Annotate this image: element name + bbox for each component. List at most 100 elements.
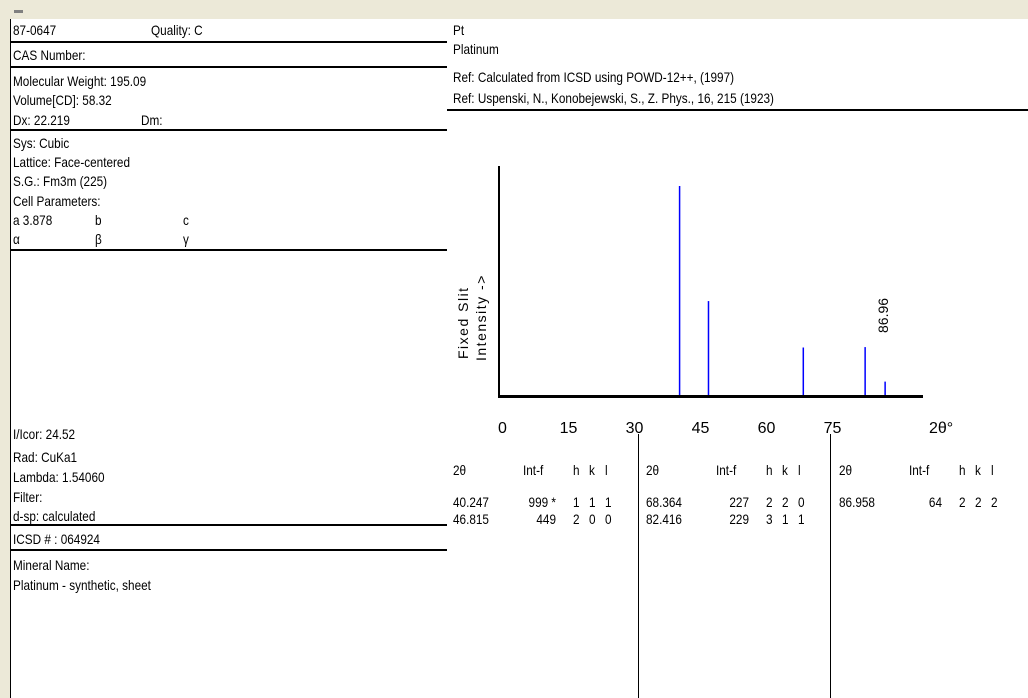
table-cell: 2 [975, 494, 982, 510]
x-tick-label-3: 45 [692, 420, 710, 437]
diffraction-chart: Fixed Slit Intensity -> 0 15 30 45 60 75 2θ° … [455, 166, 953, 437]
table-cell: 999 * [528, 494, 556, 510]
table-header-2: h [573, 462, 580, 478]
dx: Dx: 22.219 [13, 112, 70, 128]
x-tick-label-2: 30 [626, 420, 644, 437]
d-spacing: d-sp: calculated [13, 508, 96, 524]
table-cell: 82.416 [646, 511, 682, 527]
table-cell: 86.958 [839, 494, 875, 510]
table-cell: 1 [573, 494, 580, 510]
x-tick-label-5: 75 [824, 420, 842, 437]
cell-b: b [95, 212, 102, 228]
table-cell: 0 [605, 511, 612, 527]
x-tick-labels: 0 15 30 45 60 75 [498, 420, 841, 437]
cell-beta: β [95, 231, 102, 247]
quality: Quality: C [151, 22, 203, 38]
table-header-0: 2θ [646, 462, 660, 478]
table-cell: 1 [605, 494, 612, 510]
cell-alpha: α [13, 231, 20, 247]
divider [11, 524, 448, 526]
table-cell: 0 [589, 511, 596, 527]
crystal-system: Sys: Cubic [13, 135, 70, 151]
divider [11, 549, 448, 551]
cas-number: CAS Number: [13, 47, 86, 63]
table-cell: 0 [798, 494, 805, 510]
table-header-2: h [766, 462, 773, 478]
filter: Filter: [13, 489, 43, 505]
column-divider [638, 434, 639, 698]
table-header-4: l [798, 462, 801, 478]
mineral-name-label: Mineral Name: [13, 557, 90, 573]
divider [447, 109, 1028, 111]
table-cell: 229 [729, 511, 749, 527]
table-header-2: h [959, 462, 966, 478]
table-cell: 3 [766, 511, 773, 527]
table-cell: 40.247 [453, 494, 489, 510]
table-header-0: 2θ [453, 462, 467, 478]
volume: Volume[CD]: 58.32 [13, 92, 112, 108]
window-top-bar [0, 0, 1028, 19]
cell-c: c [183, 212, 189, 228]
pattern-panel: Pt Platinum Ref: Calculated from ICSD us… [447, 19, 1028, 698]
y-axis-label-line2: Intensity -> [473, 274, 489, 361]
lambda: Lambda: 1.54060 [13, 469, 105, 485]
x-axis-label: 2θ° [929, 420, 953, 437]
divider [11, 129, 448, 131]
table-cell: 449 [536, 511, 556, 527]
pdf-number: 87-0647 [13, 22, 57, 38]
table-header-3: k [589, 462, 595, 478]
y-axis-label-line1: Fixed Slit [455, 286, 471, 359]
table-header-1: Int-f [909, 462, 930, 478]
mineral-name-value: Platinum - synthetic, sheet [13, 577, 151, 593]
icsd-number: ICSD # : 064924 [13, 531, 100, 547]
table-header-1: Int-f [523, 462, 544, 478]
column-divider [830, 434, 831, 698]
cell-parameters-label: Cell Parameters: [13, 193, 101, 209]
peak-bar-4 [884, 381, 886, 395]
table-cell: 1 [798, 511, 805, 527]
table-header-3: k [782, 462, 788, 478]
card-info-panel: 87-0647 Quality: C CAS Number: Molecular… [10, 19, 449, 698]
table-cell: 1 [589, 494, 596, 510]
peak-bar-2 [802, 347, 805, 395]
table-cell: 1 [782, 511, 789, 527]
table-cell: 2 [991, 494, 998, 510]
x-tick-label-4: 60 [758, 420, 776, 437]
divider [11, 66, 448, 68]
table-cell: 227 [729, 494, 749, 510]
peak-bar-0 [678, 186, 681, 395]
y-axis-line [498, 166, 500, 397]
table-header-1: Int-f [716, 462, 737, 478]
x-tick-label-0: 0 [498, 420, 507, 437]
x-tick-label-1: 15 [560, 420, 578, 437]
i-icor: I/Icor: 24.52 [13, 426, 76, 442]
radiation: Rad: CuKa1 [13, 449, 78, 465]
window-grip [14, 10, 23, 13]
table-cell: 68.364 [646, 494, 682, 510]
table-header-3: k [975, 462, 981, 478]
peak-bars [678, 186, 886, 395]
x-axis-line [498, 395, 923, 398]
table-cell: 2 [782, 494, 789, 510]
table-cell: 2 [766, 494, 773, 510]
table-cell: 64 [928, 494, 942, 510]
space-group: S.G.: Fm3m (225) [13, 173, 108, 189]
y-axis-label: Fixed Slit Intensity -> [455, 274, 489, 361]
cell-gamma: γ [183, 231, 189, 247]
table-header-4: l [605, 462, 608, 478]
dm: Dm: [141, 112, 163, 128]
reference-1: Ref: Calculated from ICSD using POWD-12+… [453, 69, 735, 85]
peak-bar-1 [707, 301, 710, 395]
table-header-0: 2θ [839, 462, 853, 478]
lattice: Lattice: Face-centered [13, 154, 131, 170]
table-cell: 2 [573, 511, 580, 527]
table-cell: 2 [959, 494, 966, 510]
table-cell: 46.815 [453, 511, 489, 527]
peak-bar-3 [864, 347, 866, 395]
peak-annotation: 86.96 [875, 298, 891, 333]
formula: Pt [453, 22, 465, 38]
divider [11, 249, 448, 251]
divider [11, 41, 448, 43]
cell-a: a 3.878 [13, 212, 53, 228]
table-header-4: l [991, 462, 994, 478]
